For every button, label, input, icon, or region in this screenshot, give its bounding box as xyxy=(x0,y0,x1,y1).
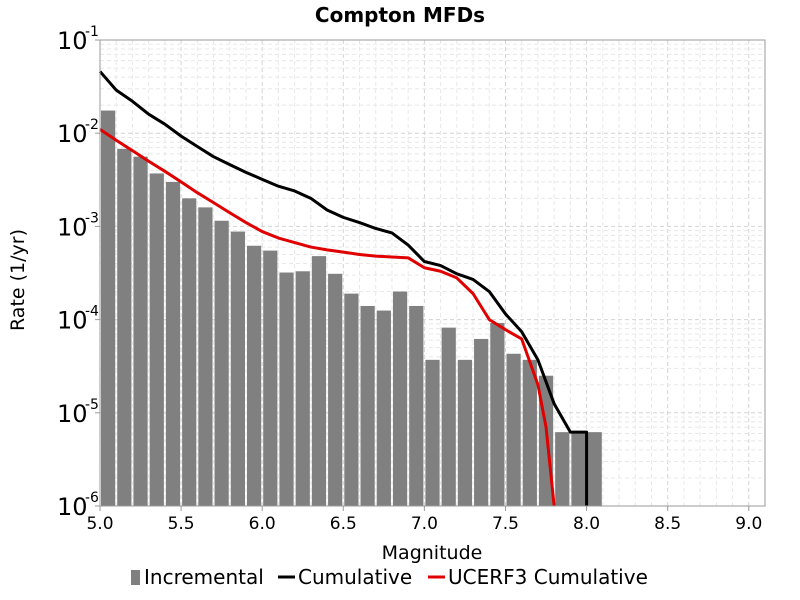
incremental-bar xyxy=(457,359,473,506)
x-tick-label: 8.0 xyxy=(573,514,600,534)
incremental-bar xyxy=(311,256,327,506)
y-axis-ticks: 10-610-510-410-310-210-1 xyxy=(57,24,100,521)
x-tick-label: 7.0 xyxy=(411,514,438,534)
incremental-bar xyxy=(522,359,537,506)
legend-label-incremental: Incremental xyxy=(144,565,264,589)
incremental-bar xyxy=(198,207,213,506)
incremental-bar xyxy=(246,245,262,507)
y-tick-exponent: -1 xyxy=(85,24,99,40)
x-tick-label: 7.5 xyxy=(492,514,519,534)
y-tick-label: 10 xyxy=(57,493,88,521)
x-tick-label: 9.0 xyxy=(735,514,762,534)
y-tick-label: 10 xyxy=(57,307,88,335)
incremental-bar xyxy=(279,272,294,506)
x-axis-ticks: 5.0 5.5 6.0 6.5 7.0 7.5 8.0 8.5 9.0 xyxy=(86,506,762,534)
incremental-bars xyxy=(101,110,602,507)
y-tick-label: 10 xyxy=(57,400,88,428)
series-lines xyxy=(98,70,589,507)
incremental-bar xyxy=(392,291,408,506)
incremental-bar xyxy=(344,293,359,506)
incremental-bar xyxy=(474,338,489,506)
incremental-bar xyxy=(506,353,521,506)
legend: Incremental Cumulative UCERF3 Cumulative xyxy=(131,565,648,589)
ucerf3-cumulative-line xyxy=(99,128,556,507)
legend-label-cumulative: Cumulative xyxy=(298,565,412,589)
incremental-bar xyxy=(360,305,375,506)
y-tick-label: 10 xyxy=(57,213,88,241)
x-tick-label: 5.0 xyxy=(86,514,113,534)
legend-swatch-incremental xyxy=(131,570,140,585)
y-tick-exponent: -6 xyxy=(85,490,99,506)
x-tick-label: 6.5 xyxy=(330,514,357,534)
incremental-bar xyxy=(328,273,343,506)
x-tick-label: 8.5 xyxy=(654,514,681,534)
incremental-bar xyxy=(587,432,602,506)
y-tick-label: 10 xyxy=(57,120,88,148)
incremental-bar xyxy=(571,432,586,506)
y-tick-exponent: -5 xyxy=(85,397,99,413)
incremental-bar xyxy=(214,220,229,506)
incremental-bar xyxy=(441,327,456,506)
incremental-bar xyxy=(555,432,570,506)
x-axis-label: Magnitude xyxy=(382,542,483,564)
plot-border xyxy=(99,39,766,507)
x-tick-label: 6.0 xyxy=(249,514,276,534)
incremental-bar xyxy=(409,305,424,506)
y-axis-label: Rate (1/yr) xyxy=(7,229,29,331)
y-tick-exponent: -2 xyxy=(85,117,99,133)
legend-label-ucerf3-cumulative: UCERF3 Cumulative xyxy=(448,565,648,589)
incremental-bar xyxy=(263,250,278,506)
incremental-bar xyxy=(101,110,116,506)
y-tick-exponent: -4 xyxy=(85,304,99,320)
y-tick-label: 10 xyxy=(57,27,88,55)
incremental-bar xyxy=(133,156,148,506)
y-tick-exponent: -3 xyxy=(85,210,99,226)
incremental-bar xyxy=(182,198,197,507)
incremental-bar xyxy=(425,359,440,506)
chart-title: Compton MFDs xyxy=(315,3,485,27)
incremental-bar xyxy=(117,148,132,506)
x-tick-label: 5.5 xyxy=(168,514,195,534)
incremental-bar xyxy=(149,173,164,506)
incremental-bar xyxy=(165,181,181,506)
incremental-bar xyxy=(490,322,505,506)
cumulative-line xyxy=(98,70,589,506)
incremental-bar xyxy=(295,271,310,506)
incremental-bar xyxy=(376,310,391,506)
incremental-bar xyxy=(230,231,245,506)
